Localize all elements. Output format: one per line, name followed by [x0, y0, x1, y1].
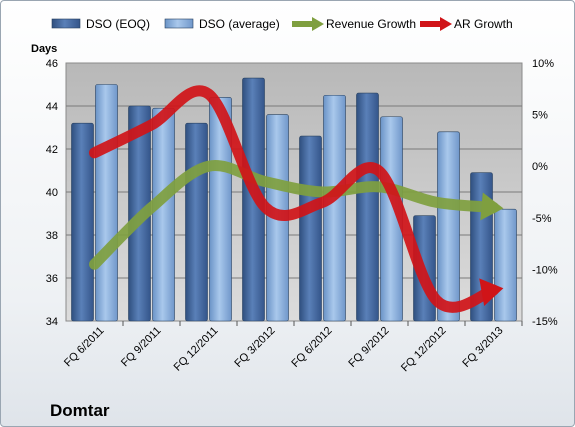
legend-swatch	[420, 17, 452, 31]
y2-tick-label: 10%	[532, 58, 554, 70]
bar-dso-average	[95, 84, 118, 322]
x-tick-label: FQ 12/2012	[399, 325, 449, 375]
bar-dso-average	[152, 107, 175, 322]
y-axis-title: Days	[31, 43, 57, 55]
y2-tick-label: -10%	[532, 264, 558, 276]
legend-label: Revenue Growth	[326, 17, 416, 31]
y-tick-label: 34	[46, 316, 58, 328]
legend-label: AR Growth	[454, 17, 513, 31]
company-name: Domtar	[50, 401, 110, 420]
y-tick-label: 40	[46, 187, 58, 199]
y2-tick-label: 5%	[532, 110, 548, 122]
x-tick-label: FQ 6/2011	[62, 325, 107, 370]
y-tick-label: 46	[46, 58, 58, 70]
ar-growth-line	[89, 85, 499, 313]
legend-swatch	[51, 18, 81, 29]
y-tick-label: 36	[46, 273, 58, 285]
bar-dso-average	[209, 97, 232, 322]
legend-label: DSO (average)	[199, 17, 280, 31]
x-tick-label: FQ 9/2011	[119, 325, 164, 370]
legend-label: DSO (EOQ)	[86, 17, 150, 31]
y2-tick-label: -15%	[532, 316, 558, 328]
legend-swatch	[164, 18, 194, 29]
bar-dso-average	[494, 208, 517, 322]
y-tick-label: 38	[46, 230, 58, 242]
x-tick-label: FQ 9/2012	[346, 325, 391, 370]
bar-dso-eoq	[185, 122, 208, 322]
y-tick-label: 44	[46, 101, 58, 113]
x-tick-label: FQ 12/2011	[172, 325, 221, 374]
y-tick-label: 42	[46, 144, 58, 156]
bar-dso-average	[323, 94, 346, 322]
bar-dso-average	[437, 131, 460, 322]
x-tick-label: FQ 6/2012	[289, 325, 334, 370]
revenue-growth-arrowhead	[480, 192, 504, 221]
x-tick-label: FQ 3/2012	[232, 325, 277, 370]
legend-swatch	[292, 17, 324, 31]
revenue-growth-line	[89, 159, 499, 270]
bar-dso-eoq	[356, 92, 379, 322]
bar-dso-eoq	[71, 122, 94, 322]
ar-growth-arrowhead	[479, 278, 504, 306]
x-tick-label: FQ 3/2013	[460, 325, 505, 370]
y2-tick-label: 0%	[532, 161, 548, 173]
bar-dso-eoq	[299, 135, 322, 322]
y2-tick-label: -5%	[532, 213, 552, 225]
